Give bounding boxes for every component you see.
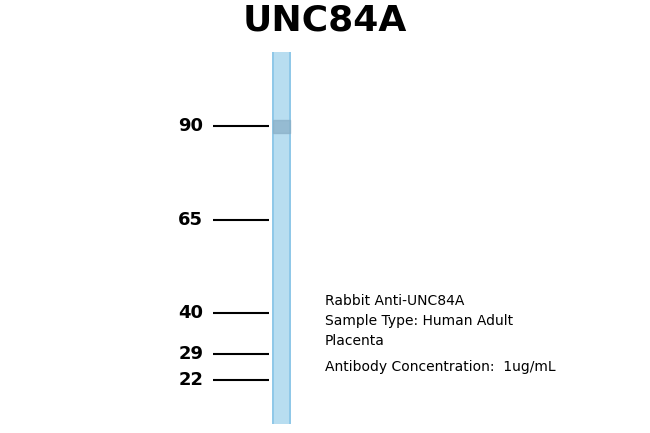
Bar: [289, 52, 291, 424]
Text: 65: 65: [178, 210, 203, 229]
Bar: [272, 52, 291, 424]
Text: Rabbit Anti-UNC84A: Rabbit Anti-UNC84A: [325, 294, 464, 308]
Text: Antibody Concentration:  1ug/mL: Antibody Concentration: 1ug/mL: [325, 360, 556, 374]
Bar: [272, 52, 274, 424]
Text: 40: 40: [178, 304, 203, 322]
Text: 29: 29: [178, 345, 203, 362]
Text: 90: 90: [178, 117, 203, 136]
Text: UNC84A: UNC84A: [243, 3, 407, 37]
Text: Sample Type: Human Adult
Placenta: Sample Type: Human Adult Placenta: [325, 314, 513, 348]
Text: 22: 22: [178, 371, 203, 389]
